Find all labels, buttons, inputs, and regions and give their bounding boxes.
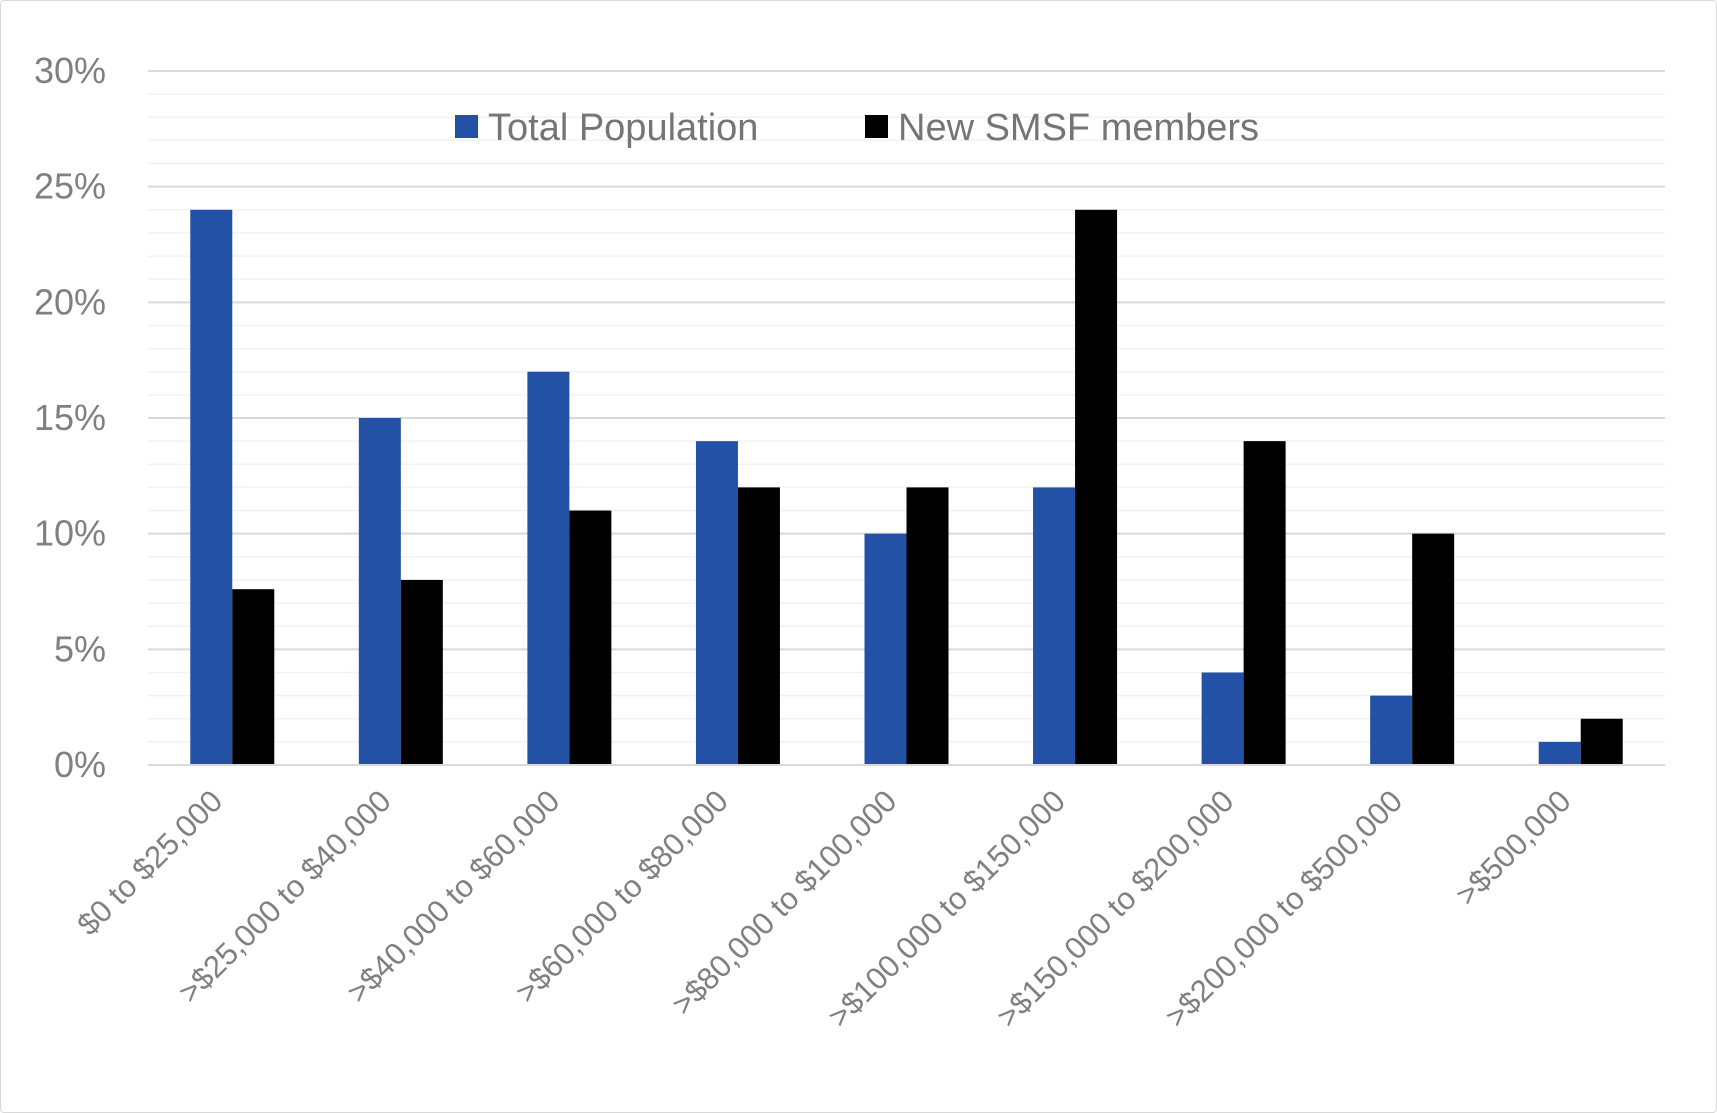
y-axis-tick-labels: 0% 5% 10% 15% 20% 25% 30% [34,50,106,785]
bar-total-population-4 [695,441,738,765]
bar-new-smsf-members-2 [400,579,443,765]
y-tick-label: 30% [34,50,106,91]
bar-new-smsf-members-7 [1243,441,1286,765]
y-tick-label: 25% [34,166,106,207]
y-tick-label: 0% [54,744,106,785]
bar-total-population-8 [1370,695,1413,765]
bar-new-smsf-members-5 [906,487,949,765]
x-category-label: >$500,000 [1449,783,1578,912]
bars [190,209,1623,766]
y-tick-label: 10% [34,513,106,554]
bar-new-smsf-members-4 [737,487,780,765]
bar-total-population-2 [358,418,401,765]
bar-new-smsf-members-9 [1580,718,1623,765]
bar-total-population-7 [1201,672,1244,765]
legend-swatch [455,115,478,138]
bar-new-smsf-members-8 [1412,533,1455,765]
x-axis-category-labels: $0 to $25,000>$25,000 to $40,000>$40,000… [70,783,1577,1034]
bar-new-smsf-members-3 [569,510,612,765]
y-tick-label: 5% [54,628,106,669]
bar-total-population-1 [190,209,233,766]
bar-new-smsf-members-1 [232,589,275,765]
x-category-label: $0 to $25,000 [70,783,229,942]
bar-total-population-6 [1033,487,1076,765]
y-tick-label: 20% [34,281,106,322]
legend-swatch [865,115,888,138]
bar-total-population-3 [527,371,570,765]
legend-label: Total Population [488,107,758,149]
bar-total-population-5 [864,533,907,765]
bar-total-population-9 [1538,741,1581,765]
y-tick-label: 15% [34,397,106,438]
legend: Total Population New SMSF members [455,107,1259,149]
bar-new-smsf-members-6 [1075,209,1118,766]
legend-label: New SMSF members [898,107,1259,149]
